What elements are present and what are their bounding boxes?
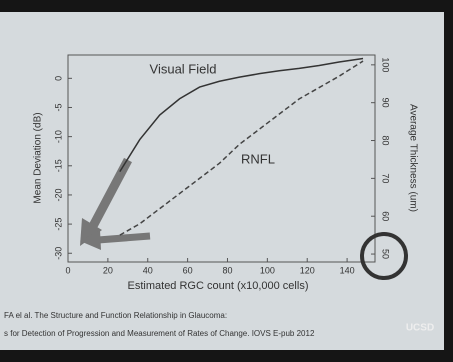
- x-tick-label: 100: [260, 265, 275, 275]
- x-tick-label: 80: [222, 265, 232, 275]
- logo: UCSD: [406, 323, 434, 334]
- x-axis-label: Estimated RGC count (x10,000 cells): [128, 280, 309, 292]
- y-axis-label: Mean Deviation (dB): [33, 112, 44, 203]
- annotation: Visual Field: [150, 61, 217, 76]
- y2-tick-label: 100: [381, 57, 391, 72]
- y-tick-label: 0: [53, 76, 63, 81]
- y-tick-label: -15: [53, 159, 63, 172]
- slide: [0, 12, 444, 350]
- y-tick-label: -30: [53, 247, 63, 260]
- y-tick-label: -25: [53, 218, 63, 231]
- y-tick-label: -20: [53, 188, 63, 201]
- arrow-shaft: [98, 236, 150, 240]
- y2-tick-label: 60: [381, 211, 391, 221]
- y2-tick-label: 70: [381, 173, 391, 183]
- y2-tick-label: 80: [381, 136, 391, 146]
- y2-tick-label: 90: [381, 98, 391, 108]
- page: Visual Field RNFL Estimated RGC count (x…: [0, 0, 453, 362]
- citation: FA el al. The Structure and Function Rel…: [4, 311, 227, 320]
- annotation: RNFL: [241, 151, 275, 166]
- x-tick-label: 140: [340, 265, 355, 275]
- x-tick-label: 40: [143, 265, 153, 275]
- x-tick-label: 120: [300, 265, 315, 275]
- x-tick-label: 20: [103, 265, 113, 275]
- y2-tick-label: 50: [381, 249, 391, 259]
- y2-axis-label: Average Thickness (um): [407, 104, 418, 212]
- x-tick-label: 60: [183, 265, 193, 275]
- y-tick-label: -5: [53, 103, 63, 111]
- y-tick-label: -10: [53, 130, 63, 143]
- citation: s for Detection of Progression and Measu…: [4, 329, 315, 338]
- x-tick-label: 0: [65, 265, 70, 275]
- chart: Visual Field RNFL Estimated RGC count (x…: [0, 0, 453, 362]
